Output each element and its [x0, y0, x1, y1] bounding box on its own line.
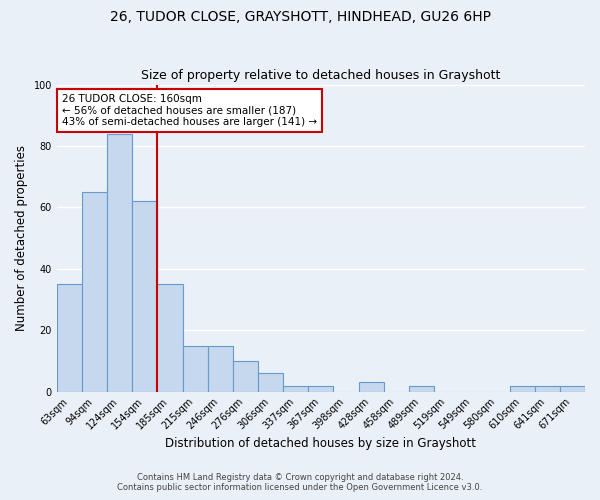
Bar [409, 386, 434, 392]
Y-axis label: Number of detached properties: Number of detached properties [15, 145, 28, 331]
Bar [509, 386, 535, 392]
Bar [283, 386, 308, 392]
Title: Size of property relative to detached houses in Grayshott: Size of property relative to detached ho… [141, 69, 500, 82]
Bar [233, 361, 258, 392]
Bar [182, 346, 208, 392]
Bar [359, 382, 384, 392]
Bar [107, 134, 132, 392]
Bar [132, 202, 157, 392]
Bar [82, 192, 107, 392]
Bar [535, 386, 560, 392]
Bar [560, 386, 585, 392]
Text: 26, TUDOR CLOSE, GRAYSHOTT, HINDHEAD, GU26 6HP: 26, TUDOR CLOSE, GRAYSHOTT, HINDHEAD, GU… [110, 10, 491, 24]
Bar [157, 284, 182, 392]
X-axis label: Distribution of detached houses by size in Grayshott: Distribution of detached houses by size … [166, 437, 476, 450]
Text: Contains HM Land Registry data © Crown copyright and database right 2024.
Contai: Contains HM Land Registry data © Crown c… [118, 473, 482, 492]
Bar [258, 373, 283, 392]
Bar [57, 284, 82, 392]
Text: 26 TUDOR CLOSE: 160sqm
← 56% of detached houses are smaller (187)
43% of semi-de: 26 TUDOR CLOSE: 160sqm ← 56% of detached… [62, 94, 317, 127]
Bar [308, 386, 334, 392]
Bar [208, 346, 233, 392]
